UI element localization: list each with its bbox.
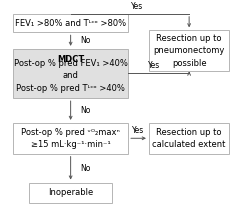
- FancyBboxPatch shape: [13, 123, 128, 154]
- Text: ≥15 mL·kg⁻¹·min⁻¹: ≥15 mL·kg⁻¹·min⁻¹: [31, 140, 110, 149]
- Text: Resection up to
calculated extent: Resection up to calculated extent: [152, 128, 226, 149]
- FancyBboxPatch shape: [13, 14, 128, 32]
- FancyBboxPatch shape: [13, 49, 128, 98]
- Text: Post-op % pred ᵛᴼ₂maxⁿ: Post-op % pred ᵛᴼ₂maxⁿ: [21, 128, 120, 137]
- FancyBboxPatch shape: [149, 30, 229, 71]
- Text: FEV₁ >80% and Tᴸᶜᵒ >80%: FEV₁ >80% and Tᴸᶜᵒ >80%: [15, 19, 126, 28]
- Text: Yes: Yes: [132, 126, 145, 135]
- FancyBboxPatch shape: [149, 123, 229, 154]
- Text: MDCT: MDCT: [57, 55, 84, 64]
- Text: No: No: [80, 36, 90, 45]
- FancyBboxPatch shape: [29, 183, 112, 203]
- Text: No: No: [80, 164, 90, 173]
- Text: Resection up to
pneumonectomy
possible: Resection up to pneumonectomy possible: [153, 34, 225, 68]
- Text: Post-op % pred FEV₁ >40%
and
Post-op % pred Tᴸᶜᵒ >40%: Post-op % pred FEV₁ >40% and Post-op % p…: [14, 59, 128, 93]
- Text: Inoperable: Inoperable: [48, 188, 93, 197]
- Text: Yes: Yes: [148, 61, 160, 70]
- Text: No: No: [80, 106, 90, 115]
- Text: Yes: Yes: [131, 2, 143, 11]
